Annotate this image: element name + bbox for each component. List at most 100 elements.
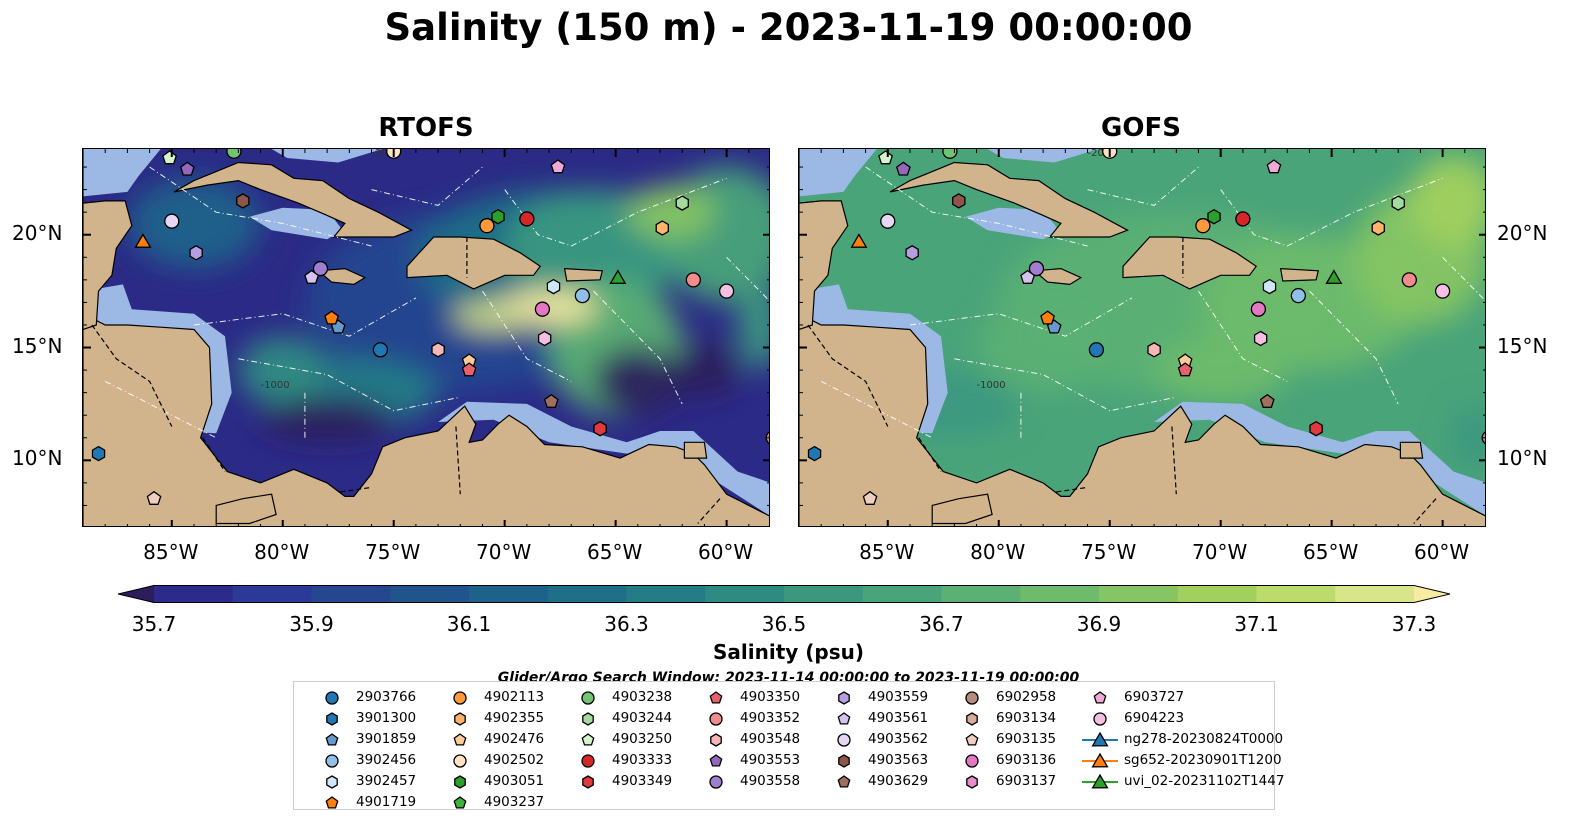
legend-label: 4902502 [484,752,545,768]
triangle-marker [1091,731,1109,747]
hexagon-marker [966,775,978,789]
colorbar-label: Salinity (psu) [712,640,864,664]
colorbar-bin [311,585,391,603]
circle-marker [685,272,701,288]
legend-label: 4903238 [612,689,673,705]
colorbar-tick-label: 36.5 [761,612,807,636]
pentagon-marker [1040,310,1055,325]
colorbar-tick-label: 36.1 [446,612,492,636]
circle-marker [1250,301,1267,317]
contour-label: -200 [372,149,395,159]
hexagon-marker [1391,195,1405,211]
circle-marker [325,754,339,768]
pentagon-marker [543,393,559,408]
circle-marker [164,213,180,229]
hexagon-marker [1207,208,1221,225]
legend-marker-icon [326,712,338,726]
colorbar-tick-label: 36.3 [604,612,649,636]
circle-marker [226,149,242,159]
legend-label: 4903563 [868,752,929,768]
colorbar [117,585,1451,603]
lon-tick-label: 85°W [143,540,199,564]
hexagon-marker [454,775,466,789]
country-borders [91,237,721,524]
hexagon-marker [582,712,594,726]
legend: 2903766 3901300 3901859 3902456 3902457 49017… [293,681,1284,810]
legend-marker-icon [1082,773,1118,789]
circle-marker [534,301,551,317]
colorbar-bin [784,585,864,603]
colorbar-tick-label: 36.9 [1076,612,1122,636]
hexagon-marker [1371,220,1385,236]
legend-label: 4903629 [868,773,929,789]
legend-marker-icon [965,754,979,768]
land-areas [799,149,1485,526]
circle-marker [709,712,723,726]
legend-marker-icon [453,691,467,705]
legend-label: 6903727 [1124,689,1185,705]
legend-marker-icon [966,775,978,789]
circle-marker [709,775,723,789]
circle-marker [718,283,735,299]
hexagon-marker [710,733,722,747]
pentagon-marker [1020,269,1036,284]
pentagon-marker [461,362,477,377]
hexagon-marker [546,278,561,295]
pentagon-marker [1266,159,1282,174]
circle-marker [1434,283,1451,299]
circle-marker [965,691,979,705]
colorbar-bin [232,585,312,603]
gofs-panel-title: GOFS [1101,113,1181,143]
legend-marker-icon [837,733,851,747]
legend-label: 4903561 [868,710,929,726]
hexagon-marker [807,445,822,462]
pentagon-marker [862,490,878,505]
eez-boundaries [820,166,1485,439]
lat-tick-label-left: 10°N [12,446,63,471]
circle-marker [372,342,389,358]
circle-marker [965,754,979,768]
hexagon-marker [593,420,607,437]
colorbar-bin [390,585,470,603]
lon-tick-label: 75°W [365,540,421,564]
lon-tick-label: 70°W [476,540,532,564]
pentagon-marker [325,796,339,809]
legend-marker-icon [453,796,467,809]
legend-label: 6903135 [996,731,1057,747]
legend-marker-icon [454,775,466,789]
hexagon-marker [431,342,445,358]
circle-marker [1028,260,1045,277]
pentagon-marker [965,733,979,746]
hexagon-marker [454,712,466,726]
lon-tick-label: 65°W [1303,540,1359,564]
circle-marker [1401,272,1417,288]
lat-tick-label-right: 10°N [1497,446,1548,471]
legend-marker-icon [709,712,723,726]
legend-label: 4903558 [740,773,801,789]
legend-label: 4902355 [484,710,545,726]
hexagon-marker [582,775,594,789]
colorbar-svg [117,585,1451,603]
circle-marker [880,213,896,229]
circle-marker [453,691,467,705]
colorbar-bin [1256,585,1336,603]
pentagon-marker [453,733,467,746]
hexagon-marker [838,691,850,705]
hexagon-marker [655,220,669,236]
gofs-map: -1000 -200 [799,149,1485,526]
circle-marker [479,218,495,234]
rtofs-map-panel: -1000 -200 [82,148,770,527]
legend-label: uvi_02-20231102T1447 [1124,773,1285,789]
lon-tick-label: 80°W [254,540,310,564]
legend-label: 4903237 [484,794,545,810]
legend-label: 4903352 [740,710,801,726]
legend-label: 4903244 [612,710,673,726]
legend-marker-icon [710,733,722,747]
lon-tick-label: 60°W [697,540,754,564]
contour-label: -1000 [977,380,1006,391]
legend-label: 6904223 [1124,710,1185,726]
legend-marker-icon [453,733,467,746]
legend-marker-icon [965,691,979,705]
legend-marker-icon [837,775,851,788]
legend-label: 4903250 [612,731,673,747]
